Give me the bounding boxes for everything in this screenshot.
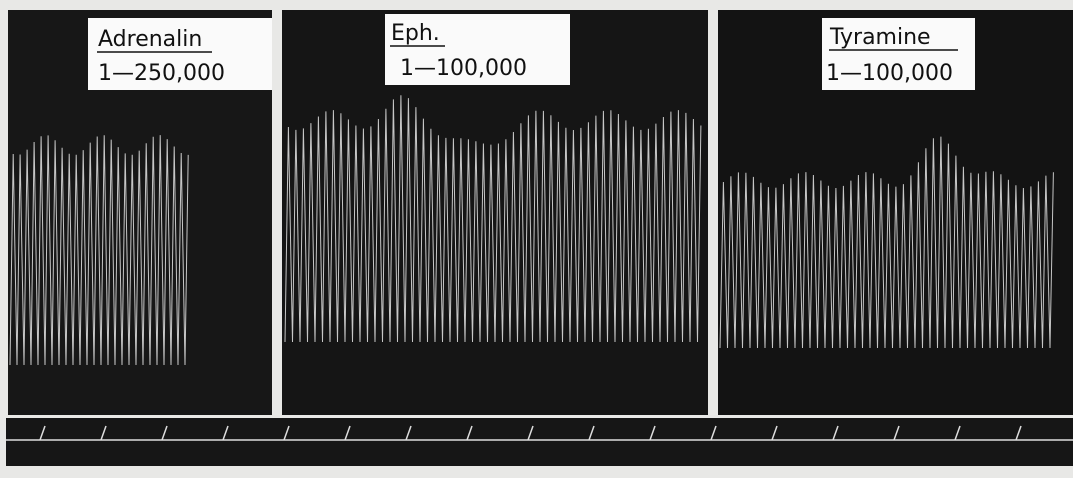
drug-name: Tyramine [829,25,931,50]
drug-name: Adrenalin [98,27,202,52]
dilution: 1—250,000 [98,61,225,86]
drug-name: Eph. [391,21,440,46]
dilution: 1—100,000 [826,61,953,86]
time-strip [6,418,1073,466]
dilution: 1—100,000 [400,56,527,81]
kymograph-record: Adrenalin 1—250,000 Eph. 1—100,000 Tyram… [0,0,1073,478]
